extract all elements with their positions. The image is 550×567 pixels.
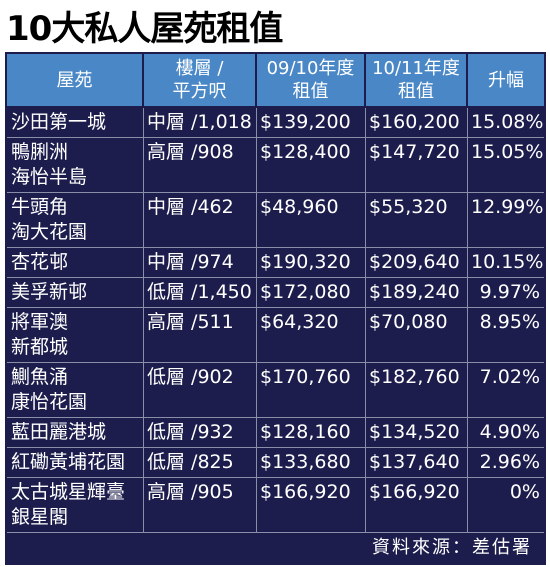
estate-name-line2: 新都城	[11, 336, 69, 358]
estate-name-cell: 鰂魚涌 康怡花園	[7, 363, 144, 418]
change-cell: 10.15%	[468, 248, 544, 278]
estate-name-line1: 牛頭角	[11, 196, 69, 218]
estate-name-cell: 藍田麗港城	[7, 418, 144, 448]
source-note: 資料來源：差估署	[372, 537, 532, 558]
header-change: 升幅	[468, 54, 544, 108]
rent-0910-cell: $128,400	[257, 138, 366, 193]
estate-name-cell: 紅磡黃埔花園	[7, 448, 144, 478]
floor-area-cell: 低層 /825	[144, 448, 257, 478]
rent-0910-cell: $190,320	[257, 248, 366, 278]
table-row: 將軍澳 新都城 高層 /511 $64,320 $70,080 8.95%	[7, 308, 544, 363]
rent-0910-cell: $170,760	[257, 363, 366, 418]
rent-0910-cell: $64,320	[257, 308, 366, 363]
estate-name-line2: 海怡半島	[11, 166, 88, 188]
page-title: 10大私人屋苑租值	[6, 9, 283, 49]
floor-area-cell: 低層 /902	[144, 363, 257, 418]
estate-name-line1: 沙田第一城	[11, 111, 107, 133]
floor-area-cell: 低層 /932	[144, 418, 257, 448]
change-cell: 15.08%	[468, 108, 544, 138]
rent-1011-cell: $147,720	[366, 138, 468, 193]
estate-name-cell: 鴨脷洲 海怡半島	[7, 138, 144, 193]
estate-name-line2: 銀星閣	[11, 506, 69, 528]
table-row: 牛頭角 淘大花園 中層 /462 $48,960 $55,320 12.99%	[7, 193, 544, 248]
estate-name-line1: 鰂魚涌	[11, 366, 69, 388]
rent-0910-cell: $133,680	[257, 448, 366, 478]
rent-1011-cell: $166,920	[366, 478, 468, 533]
rent-1011-cell: $137,640	[366, 448, 468, 478]
estate-name-cell: 杏花邨	[7, 248, 144, 278]
estate-name-line1: 將軍澳	[11, 311, 69, 333]
table-row: 杏花邨 中層 /974 $190,320 $209,640 10.15%	[7, 248, 544, 278]
floor-area-cell: 中層 /1,018	[144, 108, 257, 138]
rent-0910-cell: $48,960	[257, 193, 366, 248]
header-floor-area: 樓層 / 平方呎	[144, 54, 257, 108]
estate-name-line1: 藍田麗港城	[11, 421, 107, 443]
estate-name-cell: 太古城星輝臺 銀星閣	[7, 478, 144, 533]
change-cell: 9.97%	[468, 278, 544, 308]
estate-name-line2: 淘大花園	[11, 221, 88, 243]
estate-name-line1: 紅磡黃埔花園	[11, 451, 126, 473]
table-row: 藍田麗港城 低層 /932 $128,160 $134,520 4.90%	[7, 418, 544, 448]
rent-1011-cell: $55,320	[366, 193, 468, 248]
estate-name-cell: 將軍澳 新都城	[7, 308, 144, 363]
estate-name-cell: 牛頭角 淘大花園	[7, 193, 144, 248]
rent-1011-cell: $189,240	[366, 278, 468, 308]
rent-0910-cell: $166,920	[257, 478, 366, 533]
rent-table: 屋苑 樓層 / 平方呎 09/10年度 租值 10/11年度 租值 升幅 沙田第一城中…	[7, 54, 544, 533]
rent-0910-cell: $172,080	[257, 278, 366, 308]
change-cell: 15.05%	[468, 138, 544, 193]
rent-1011-cell: $70,080	[366, 308, 468, 363]
change-cell: 4.90%	[468, 418, 544, 448]
table-row: 美孚新邨 低層 /1,450 $172,080 $189,240 9.97%	[7, 278, 544, 308]
rent-1011-cell: $209,640	[366, 248, 468, 278]
table-row: 紅磡黃埔花園 低層 /825 $133,680 $137,640 2.96%	[7, 448, 544, 478]
floor-area-cell: 高層 /905	[144, 478, 257, 533]
change-cell: 7.02%	[468, 363, 544, 418]
table-panel: 屋苑 樓層 / 平方呎 09/10年度 租值 10/11年度 租值 升幅 沙田第一城中…	[5, 52, 546, 565]
floor-area-cell: 中層 /974	[144, 248, 257, 278]
rent-0910-cell: $128,160	[257, 418, 366, 448]
rent-1011-cell: $134,520	[366, 418, 468, 448]
header-rent-1011: 10/11年度 租值	[366, 54, 468, 108]
estate-name-line1: 杏花邨	[11, 251, 69, 273]
estate-name-line1: 太古城星輝臺	[11, 481, 126, 503]
estate-name-cell: 美孚新邨	[7, 278, 144, 308]
table-row: 太古城星輝臺 銀星閣 高層 /905 $166,920 $166,920 0%	[7, 478, 544, 533]
header-estate: 屋苑	[7, 54, 144, 108]
change-cell: 2.96%	[468, 448, 544, 478]
header-rent-0910: 09/10年度 租值	[257, 54, 366, 108]
table-row: 鰂魚涌 康怡花園 低層 /902 $170,760 $182,760 7.02%	[7, 363, 544, 418]
rent-0910-cell: $139,200	[257, 108, 366, 138]
table-row: 沙田第一城 中層 /1,018 $139,200 $160,200 15.08%	[7, 108, 544, 138]
change-cell: 0%	[468, 478, 544, 533]
table-header-row: 屋苑 樓層 / 平方呎 09/10年度 租值 10/11年度 租值 升幅	[7, 54, 544, 108]
floor-area-cell: 中層 /462	[144, 193, 257, 248]
estate-name-cell: 沙田第一城	[7, 108, 144, 138]
estate-name-line2: 康怡花園	[11, 391, 88, 413]
floor-area-cell: 高層 /511	[144, 308, 257, 363]
table-row: 鴨脷洲 海怡半島 高層 /908 $128,400 $147,720 15.05%	[7, 138, 544, 193]
floor-area-cell: 高層 /908	[144, 138, 257, 193]
rent-1011-cell: $160,200	[366, 108, 468, 138]
change-cell: 12.99%	[468, 193, 544, 248]
floor-area-cell: 低層 /1,450	[144, 278, 257, 308]
change-cell: 8.95%	[468, 308, 544, 363]
estate-name-line1: 鴨脷洲	[11, 141, 69, 163]
rent-1011-cell: $182,760	[366, 363, 468, 418]
estate-name-line1: 美孚新邨	[11, 281, 88, 303]
